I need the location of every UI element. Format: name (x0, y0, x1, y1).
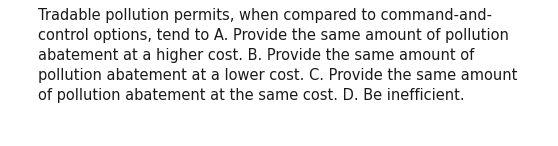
Text: Tradable pollution permits, when compared to command-and-
control options, tend : Tradable pollution permits, when compare… (38, 8, 517, 103)
